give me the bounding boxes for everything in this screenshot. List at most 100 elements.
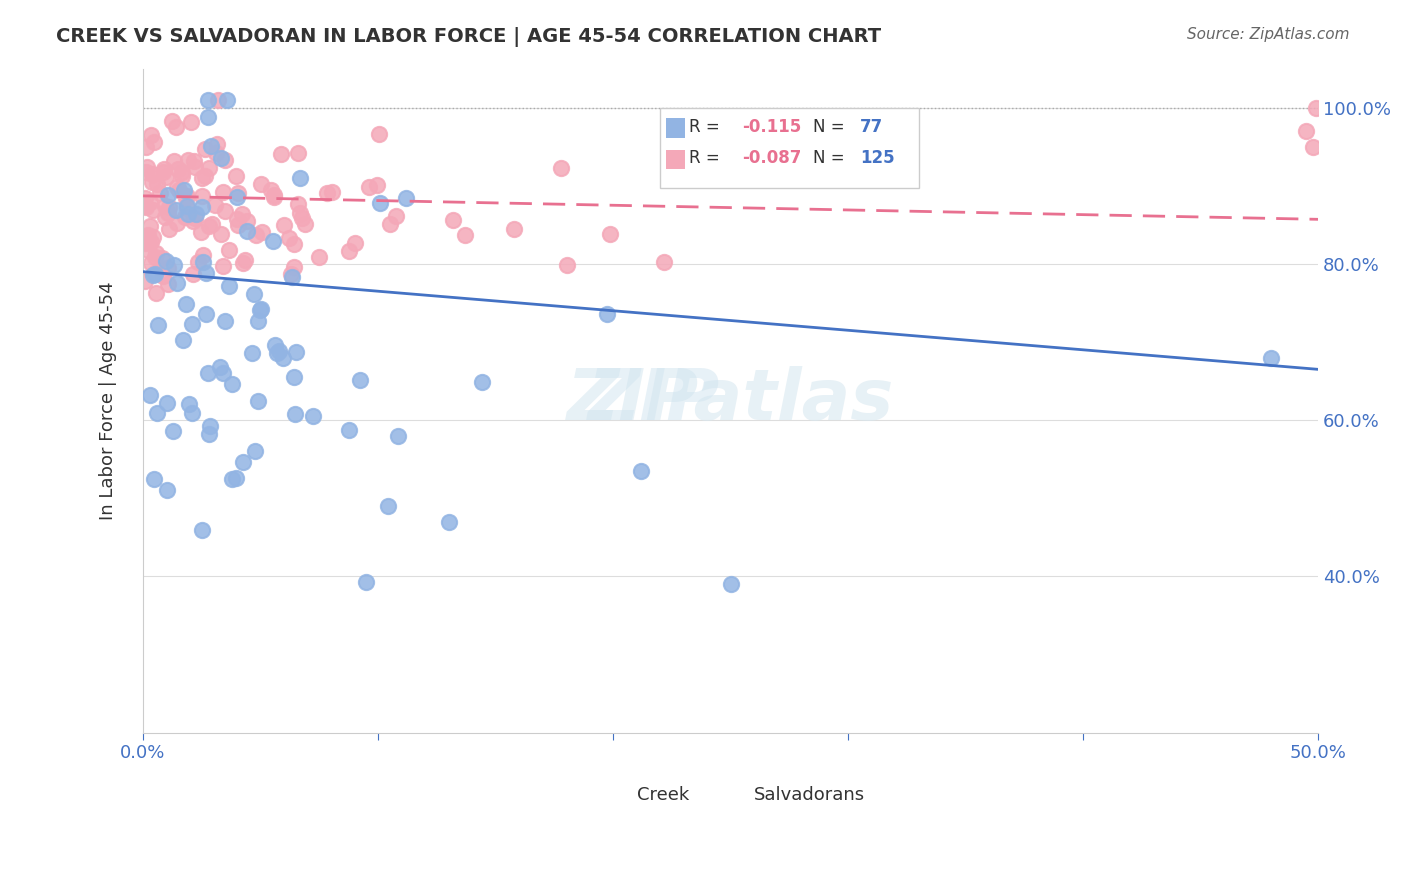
Point: [218, 279, 240, 293]
Point: [285, 344, 308, 359]
Point: [134, 235, 156, 250]
Point: [337, 423, 360, 437]
Point: [136, 234, 159, 248]
Point: [287, 197, 309, 211]
Point: [146, 178, 169, 192]
Point: [280, 267, 302, 281]
Point: [266, 346, 288, 360]
Point: [184, 207, 207, 221]
Point: [283, 369, 305, 384]
Point: [181, 317, 204, 331]
Point: [550, 161, 572, 175]
Point: [236, 214, 259, 228]
Point: [136, 160, 159, 174]
Point: [155, 254, 177, 268]
Point: [377, 499, 399, 513]
Point: [630, 464, 652, 478]
Point: [204, 198, 226, 212]
Point: [225, 471, 247, 485]
Point: [221, 377, 243, 392]
Point: [145, 245, 167, 260]
Point: [172, 165, 194, 179]
Point: [243, 286, 266, 301]
Point: [212, 186, 235, 200]
Point: [162, 424, 184, 438]
Point: [197, 110, 219, 124]
Point: [195, 307, 218, 321]
Point: [145, 285, 167, 300]
Point: [177, 153, 200, 167]
Point: [149, 186, 172, 200]
Point: [162, 258, 184, 272]
Point: [290, 170, 312, 185]
Point: [195, 266, 218, 280]
Point: [720, 577, 742, 591]
Point: [226, 218, 249, 232]
Point: [249, 302, 271, 317]
Point: [197, 366, 219, 380]
Point: [146, 318, 169, 332]
Point: [283, 260, 305, 274]
Point: [190, 225, 212, 239]
Point: [283, 407, 305, 421]
Point: [321, 186, 343, 200]
Point: [214, 204, 236, 219]
Bar: [607, 766, 628, 782]
Point: [152, 268, 174, 283]
Point: [184, 160, 207, 174]
Point: [170, 169, 193, 184]
Point: [198, 418, 221, 433]
Point: [343, 236, 366, 251]
Point: [209, 151, 232, 165]
Point: [153, 161, 176, 176]
Text: ZIP: ZIP: [588, 366, 720, 435]
Point: [152, 165, 174, 179]
Point: [250, 225, 273, 239]
Text: R =: R =: [689, 149, 720, 167]
Text: N =: N =: [813, 118, 845, 136]
Point: [162, 113, 184, 128]
Point: [136, 228, 159, 243]
Point: [337, 244, 360, 259]
Point: [143, 250, 166, 264]
Point: [181, 267, 204, 281]
Point: [134, 191, 156, 205]
Point: [1260, 351, 1282, 365]
Text: Salvadorans: Salvadorans: [754, 786, 865, 804]
Bar: [666, 150, 685, 169]
Point: [273, 219, 295, 233]
Point: [166, 276, 188, 290]
Point: [157, 188, 180, 202]
Point: [157, 200, 180, 214]
Point: [231, 207, 253, 221]
Bar: [737, 766, 758, 782]
Point: [201, 217, 224, 231]
Point: [176, 189, 198, 203]
Point: [176, 199, 198, 213]
Text: 77: 77: [860, 118, 883, 136]
Point: [135, 165, 157, 179]
Point: [270, 147, 292, 161]
Point: [174, 211, 197, 225]
Point: [205, 146, 228, 161]
Point: [181, 406, 204, 420]
Point: [233, 252, 256, 267]
Point: [454, 228, 477, 243]
Point: [240, 345, 263, 359]
Point: [214, 314, 236, 328]
Point: [141, 167, 163, 181]
Text: -0.087: -0.087: [742, 149, 801, 167]
Point: [214, 153, 236, 168]
Point: [354, 574, 377, 589]
Point: [138, 219, 160, 233]
Point: [215, 93, 238, 107]
Point: [555, 258, 578, 272]
Point: [250, 178, 273, 192]
Point: [245, 228, 267, 243]
Point: [226, 212, 249, 227]
Point: [141, 128, 163, 142]
Point: [139, 388, 162, 402]
Point: [366, 178, 388, 192]
Point: [190, 200, 212, 214]
Point: [291, 211, 314, 225]
